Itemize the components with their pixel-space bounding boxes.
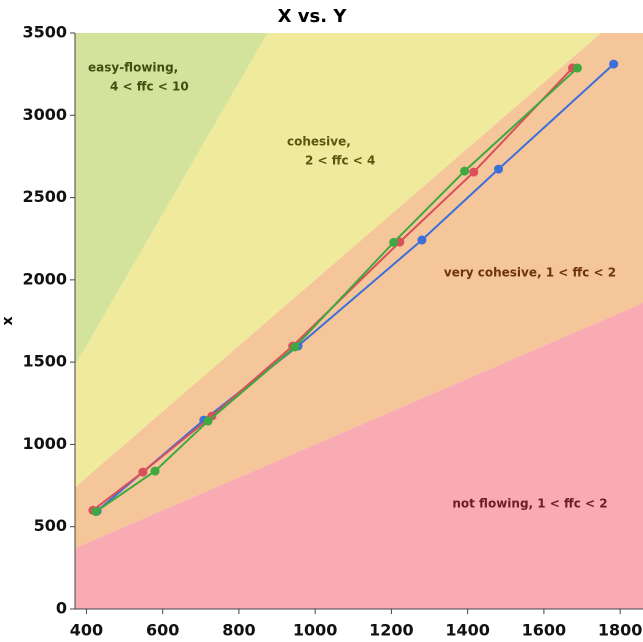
y-tick-label: 1500: [22, 352, 67, 371]
point: [389, 237, 399, 247]
point: [469, 167, 479, 177]
region-label: cohesive,: [287, 135, 351, 149]
region-label: very cohesive, 1 < ffc < 2: [444, 266, 616, 280]
chart-title: X vs. Y: [278, 6, 348, 27]
x-tick-label: 1400: [445, 621, 490, 640]
regions: [75, 33, 643, 609]
series-line: [96, 63, 615, 512]
x-tick-label: 400: [70, 621, 103, 640]
region-label: easy-flowing,: [88, 61, 178, 75]
y-tick-label: 3000: [22, 105, 67, 124]
y-tick-label: 2000: [22, 269, 67, 288]
region-label: not flowing, 1 < ffc < 2: [452, 497, 607, 511]
x-tick-label: 1000: [293, 621, 338, 640]
region: [75, 33, 268, 366]
point: [138, 467, 148, 477]
point: [417, 235, 427, 245]
point: [203, 416, 213, 426]
point: [572, 63, 582, 73]
x-tick-label: 1200: [369, 621, 414, 640]
point: [91, 507, 101, 517]
y-tick-label: 1000: [22, 434, 67, 453]
x-tick-label: 1800: [598, 621, 643, 640]
y-tick-label: 500: [34, 516, 67, 535]
y-tick-label: 0: [56, 599, 67, 618]
point: [150, 466, 160, 476]
region-label: 2 < ffc < 4: [305, 154, 375, 168]
y-axis-label: x: [0, 316, 16, 325]
x-tick-label: 800: [222, 621, 255, 640]
x-tick-label: 600: [146, 621, 179, 640]
region: [75, 33, 602, 488]
y-tick-label: 2500: [22, 187, 67, 206]
point: [290, 342, 300, 352]
region: [75, 33, 643, 549]
y-tick-label: 3500: [22, 23, 67, 42]
region-label: 4 < ffc < 10: [110, 80, 189, 94]
region: [75, 302, 643, 609]
point: [460, 166, 470, 176]
point: [494, 164, 504, 174]
x-tick-label: 1600: [522, 621, 567, 640]
point: [609, 59, 619, 69]
